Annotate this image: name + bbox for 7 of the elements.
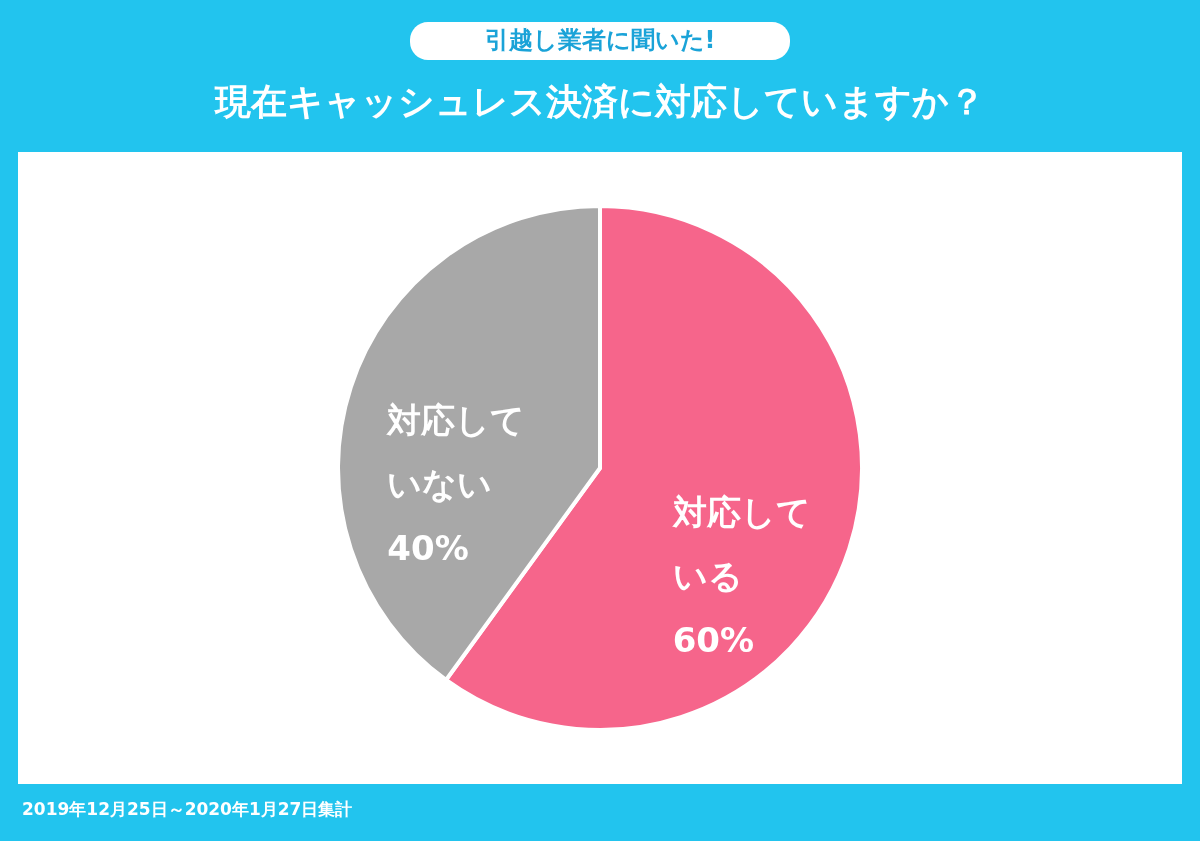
chart-title: 現在キャッシュレス決済に対応していますか？ [214, 81, 985, 122]
text: 2019年12月25日～2020年1月27日集計 [22, 799, 353, 819]
data-label: 60% [672, 620, 755, 661]
slice-label: 対応している [671, 492, 811, 597]
chart-subtitle: 引越し業者に聞いた! [484, 26, 716, 54]
slice-label: 対応していない [386, 399, 526, 504]
data-label: 40% [387, 527, 469, 568]
